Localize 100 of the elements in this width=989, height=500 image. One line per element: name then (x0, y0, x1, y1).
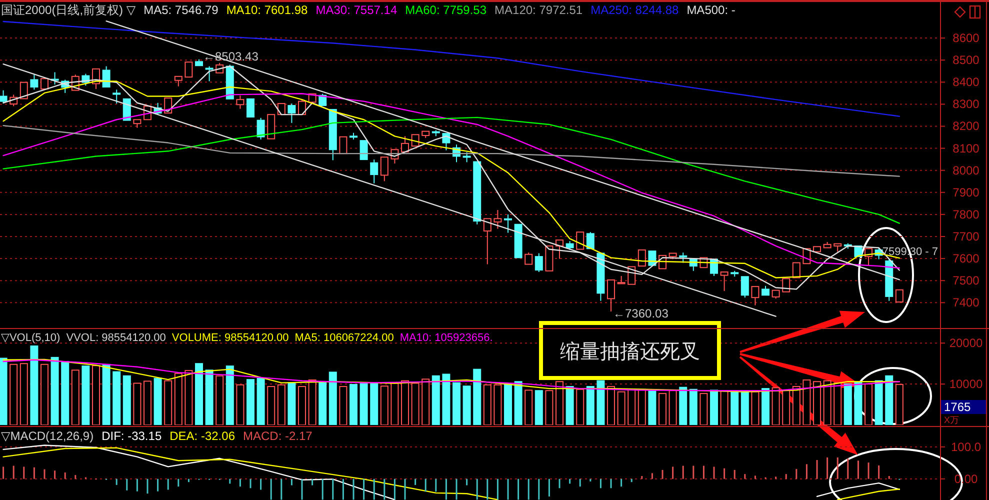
bar (174, 372, 182, 425)
candlestick (246, 98, 254, 118)
candlestick (751, 286, 760, 306)
series-label: DIF: -33.15 (102, 429, 162, 443)
candlestick (174, 76, 182, 87)
y-tick-label: 8200 (952, 119, 980, 134)
annotation: ←7360.03 (613, 306, 669, 320)
bar (0, 358, 8, 425)
bar (700, 392, 708, 425)
bar (328, 372, 337, 425)
candlestick (792, 262, 800, 278)
candlestick (895, 289, 904, 302)
candlestick (483, 218, 492, 265)
candlestick (576, 232, 584, 250)
bar (494, 384, 502, 425)
bar (102, 364, 110, 425)
bar (390, 382, 399, 425)
y-tick-label: 7400 (952, 296, 980, 310)
text: MA30: 7557.14 (316, 3, 398, 17)
bar (854, 381, 862, 425)
chart-title: ▽MACD(12,26,9) (1, 429, 94, 443)
bar (689, 388, 698, 425)
y-tick-label: 7500 (952, 274, 980, 288)
bar (277, 384, 286, 425)
series-label: VVOL: 98554120.00 (66, 332, 166, 344)
bar (586, 386, 594, 425)
candlestick (607, 279, 616, 312)
bar (772, 387, 780, 425)
text: MA10: 105923656. (400, 332, 493, 344)
bar (658, 392, 667, 425)
text: MA120: 7972.51 (494, 3, 583, 17)
text: MA5: 7546.79 (144, 3, 219, 17)
bar (483, 384, 492, 425)
bar (20, 363, 28, 425)
annotation: VOLUME: 98554120.00 (172, 332, 289, 344)
bar (401, 380, 410, 425)
bar (432, 375, 440, 425)
bar (792, 386, 800, 425)
candlestick (20, 82, 28, 100)
bar (885, 375, 894, 425)
bar (71, 370, 80, 425)
text: 1765 (944, 400, 972, 414)
bar (216, 375, 224, 425)
bar (133, 382, 142, 425)
candlestick (370, 159, 378, 184)
bar (679, 386, 688, 425)
bar (246, 379, 254, 425)
bar (556, 381, 564, 425)
line-series (2, 116, 900, 224)
bar (730, 391, 739, 425)
bar (30, 345, 38, 425)
text: MA5: 106067224.00 (294, 332, 394, 344)
bar (834, 382, 842, 425)
bar (452, 382, 461, 425)
y-tick-label: 7700 (952, 229, 980, 244)
bar (205, 370, 214, 425)
y-tick-label: 7800 (952, 207, 980, 222)
bar (566, 386, 574, 425)
candlestick (473, 161, 482, 225)
annotation: MA500: - (686, 3, 736, 17)
candlestick (339, 136, 348, 154)
candlestick (380, 156, 388, 182)
candlestick (638, 249, 646, 267)
bar (813, 381, 822, 425)
y-tick-label: 100.0 (950, 440, 982, 454)
bar (360, 382, 368, 425)
line-series (2, 124, 900, 177)
candlestick (813, 246, 822, 252)
candlestick (617, 275, 626, 284)
text: MACD: -2.17 (243, 429, 313, 443)
y-tick-label: 7900 (952, 185, 980, 200)
annotation: 缩量抽搐还死叉 (560, 341, 700, 363)
y-tick-label: 8600 (952, 31, 980, 46)
candlestick (360, 140, 368, 160)
bar (802, 379, 811, 425)
bar (473, 368, 482, 425)
bar (607, 386, 616, 425)
bar (864, 384, 873, 425)
bar (50, 356, 59, 425)
bar (504, 384, 512, 425)
text: MA250: 8244.88 (590, 3, 679, 17)
bar (751, 391, 760, 425)
bar (442, 374, 450, 425)
bar (370, 382, 378, 425)
bar (514, 381, 522, 425)
candlestick (184, 62, 193, 78)
y-tick-label: 8500 (952, 53, 980, 68)
bar (874, 380, 883, 425)
bar (524, 390, 533, 425)
bar (256, 378, 265, 425)
bar (782, 390, 790, 425)
bar (144, 380, 152, 425)
bar (762, 388, 770, 425)
bar (288, 382, 296, 425)
bar (648, 390, 656, 425)
y-tick-label: 8300 (952, 97, 980, 112)
series-label: DEA: -32.06 (170, 429, 236, 443)
bar (184, 370, 193, 425)
bar (318, 382, 327, 425)
y-tick-label: 20000 (949, 336, 984, 350)
